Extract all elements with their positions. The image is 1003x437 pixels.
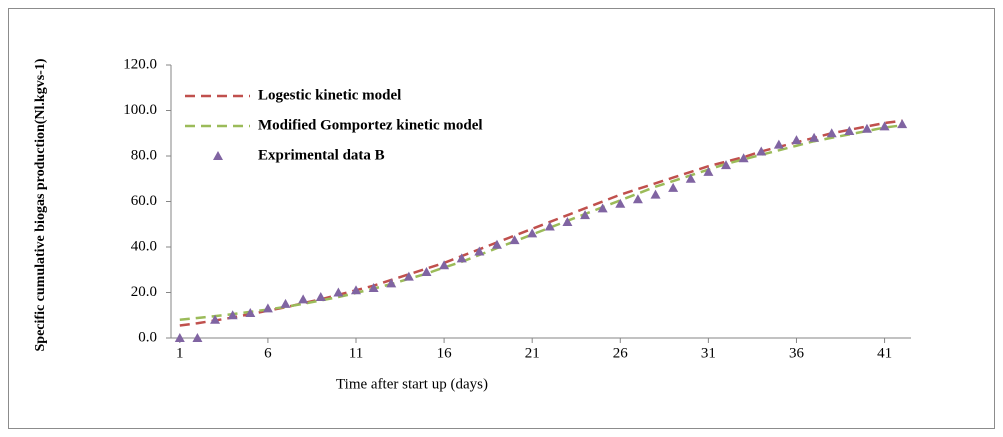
data-point [456, 253, 467, 263]
legend-label: Modified Gomportez kinetic model [258, 117, 483, 133]
data-point [227, 310, 238, 320]
data-point [210, 314, 221, 324]
y-tick-label: 120.0 [123, 56, 157, 72]
data-point [826, 128, 837, 138]
data-point [439, 260, 450, 270]
x-tick-label: 16 [437, 345, 453, 361]
x-tick-label: 11 [349, 345, 363, 361]
x-tick-label: 31 [701, 345, 716, 361]
legend-label: Logestic kinetic model [258, 87, 401, 103]
data-point [685, 173, 696, 183]
data-point [721, 160, 731, 170]
y-tick-label: 20.0 [131, 284, 157, 300]
data-point [791, 135, 802, 145]
y-tick-label: 40.0 [131, 238, 157, 254]
data-point [809, 132, 820, 142]
data-point [844, 125, 855, 135]
data-point [580, 210, 591, 220]
data-point [738, 153, 749, 163]
x-tick-label: 21 [525, 345, 540, 361]
data-point [280, 298, 291, 308]
y-axis-title: Specific cumulative biogas production(Nl… [33, 58, 48, 351]
data-point [597, 203, 608, 213]
legend-marker [213, 151, 223, 160]
data-point [527, 228, 538, 238]
data-point [403, 271, 414, 281]
data-point [756, 146, 767, 156]
data-point [861, 123, 872, 133]
data-point [262, 303, 273, 313]
frame [8, 8, 995, 429]
data-point [615, 198, 626, 208]
x-tick-label: 36 [789, 345, 805, 361]
y-tick-label: 100.0 [123, 102, 157, 118]
x-tick-label: 1 [176, 345, 184, 361]
data-point [632, 194, 643, 204]
data-point [174, 333, 185, 342]
x-tick-label: 26 [613, 345, 629, 361]
data-point [773, 139, 784, 149]
x-tick-label: 6 [264, 345, 272, 361]
data-point [879, 121, 890, 131]
data-point [333, 287, 344, 297]
legend-label: Exprimental data B [258, 147, 385, 163]
data-point [351, 285, 361, 295]
data-point [245, 307, 256, 317]
data-point [192, 333, 203, 342]
series-line [179, 124, 903, 322]
data-point [386, 278, 397, 288]
data-point [368, 282, 379, 292]
y-tick-label: 0.0 [138, 329, 157, 345]
data-point [298, 294, 309, 304]
data-point [474, 246, 485, 256]
x-tick-label: 41 [877, 345, 892, 361]
data-point [703, 166, 714, 176]
y-tick-label: 80.0 [131, 147, 157, 163]
x-axis-title: Time after start up (days) [336, 376, 488, 392]
data-point [491, 239, 502, 249]
data-point [421, 267, 432, 277]
data-point [668, 182, 679, 192]
data-point [315, 292, 326, 302]
y-tick-label: 60.0 [131, 193, 157, 209]
data-point [562, 216, 573, 226]
data-point [897, 119, 908, 129]
data-point [544, 221, 555, 231]
data-point [650, 189, 661, 199]
data-point [509, 235, 520, 245]
